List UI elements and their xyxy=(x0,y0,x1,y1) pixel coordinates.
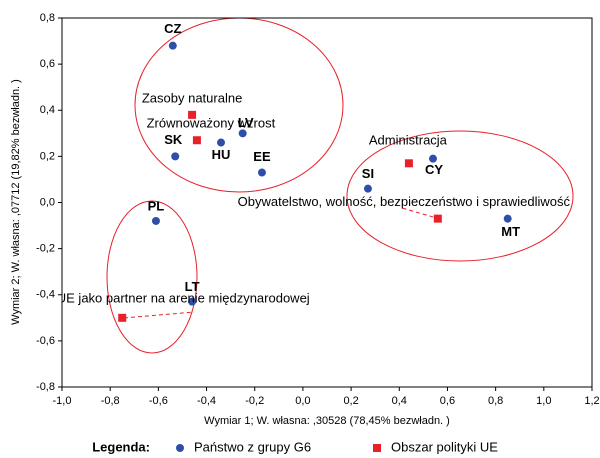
y-tick-label: 0,6 xyxy=(40,58,55,70)
x-tick-label: 0,6 xyxy=(440,395,455,407)
point xyxy=(503,214,512,223)
x-tick-label: -0,6 xyxy=(149,395,168,407)
x-tick-label: -0,4 xyxy=(197,395,216,407)
point xyxy=(188,110,197,119)
point-label: UE jako partner na arenie międzynarodowe… xyxy=(57,290,310,305)
y-axis-title: Wymiar 2; W. własna: ,07712 (19,82% bezw… xyxy=(10,79,22,325)
point xyxy=(151,216,160,225)
legend-label: Obszar polityki UE xyxy=(391,439,498,454)
x-tick-label: 0,4 xyxy=(392,395,407,407)
point xyxy=(217,138,225,147)
y-tick-label: 0,2 xyxy=(40,150,55,162)
point-label: Administracja xyxy=(369,133,448,148)
point-label: EE xyxy=(253,149,271,164)
point xyxy=(257,168,266,177)
point xyxy=(118,313,127,322)
point-label: Zrównoważony wzrost xyxy=(147,116,276,131)
point-label: MT xyxy=(501,224,520,239)
point-label: HU xyxy=(212,147,231,162)
x-tick-label: -0,8 xyxy=(101,395,120,407)
point xyxy=(188,297,197,306)
y-tick-label: 0,0 xyxy=(40,196,55,208)
y-tick-label: -0,2 xyxy=(36,243,55,255)
point-label: CY xyxy=(425,162,443,177)
legend-marker xyxy=(176,444,184,452)
points: CZ SK HU LV EE PL LT SI CY MT Zasoby naturalne Zrów… xyxy=(57,21,571,322)
x-tick-label: 0,0 xyxy=(295,395,310,407)
legend-title: Legenda: xyxy=(92,439,150,454)
y-tick-label: -0,8 xyxy=(36,381,55,393)
point-label: LT xyxy=(185,279,200,294)
ellipse xyxy=(106,200,198,354)
x-tick-label: -0,2 xyxy=(245,395,264,407)
connector xyxy=(123,311,195,319)
point xyxy=(168,41,177,50)
point xyxy=(404,159,413,168)
point-label: Obywatelstwo, wolność, bezpieczeństwo i … xyxy=(238,194,571,209)
x-tick-label: 1,2 xyxy=(584,395,599,407)
x-tick-label: -1,0 xyxy=(53,395,72,407)
y-tick-label: 0,8 xyxy=(40,12,55,24)
point-label: CZ xyxy=(164,21,181,36)
x-tick-label: 0,2 xyxy=(343,395,358,407)
point xyxy=(192,136,201,145)
point xyxy=(171,152,180,161)
y-tick-label: 0,4 xyxy=(40,104,55,116)
ellipse xyxy=(346,130,574,262)
y-tick-label: -0,6 xyxy=(36,335,55,347)
legend-label: Państwo z grupy G6 xyxy=(194,439,311,454)
x-axis-title: Wymiar 1; W. własna: ,30528 (78,45% bezw… xyxy=(204,415,450,427)
point xyxy=(433,214,442,223)
point-label: SI xyxy=(362,166,374,181)
point-label: LV xyxy=(238,115,254,130)
point xyxy=(238,129,247,138)
legend-marker xyxy=(373,444,381,452)
point xyxy=(363,184,372,193)
point-label: SK xyxy=(164,132,183,147)
x-tick-label: 0,8 xyxy=(488,395,503,407)
y-tick-label: -0,4 xyxy=(36,289,55,301)
x-tick-label: 1,0 xyxy=(536,395,551,407)
point xyxy=(429,154,437,163)
point-label: PL xyxy=(148,198,165,213)
point-label: Zasoby naturalne xyxy=(142,90,242,105)
